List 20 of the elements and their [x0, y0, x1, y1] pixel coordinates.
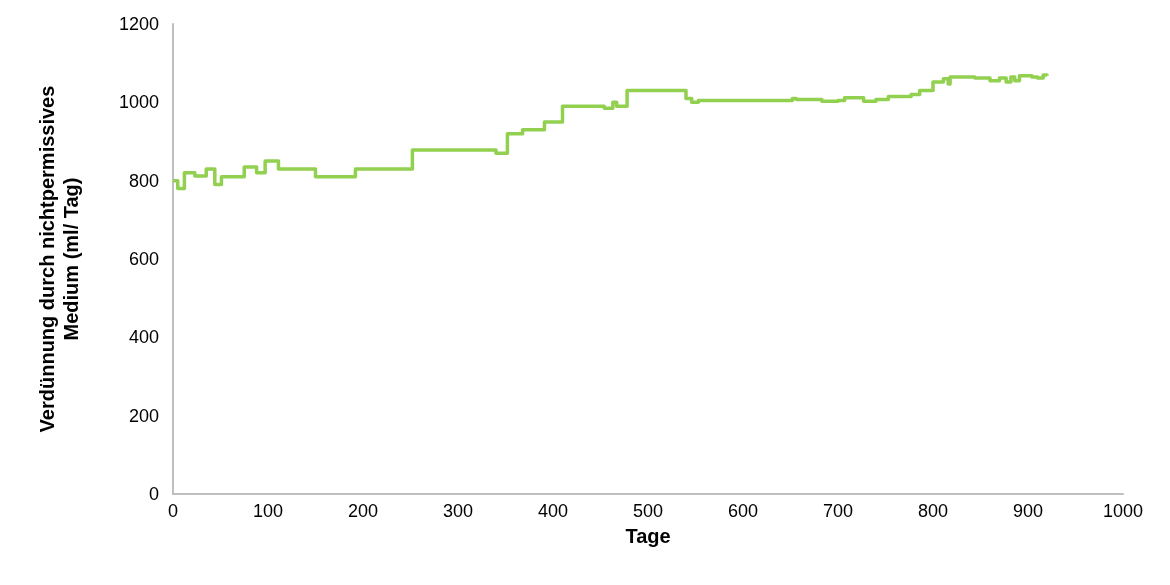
- x-tick-label: 500: [632, 501, 664, 521]
- y-tick-label: 400: [128, 327, 159, 348]
- y-tick-label: 800: [128, 170, 159, 191]
- y-axis-title: Verdünnung durch nichtpermissives Medium (ml/ Tag): [36, 85, 82, 433]
- y-tick-label: 1200: [118, 14, 159, 34]
- x-tick-label: 700: [822, 501, 854, 521]
- x-tick-label: 900: [1012, 501, 1044, 521]
- x-tick-label: 100: [252, 501, 284, 521]
- y-tick-label: 600: [128, 249, 159, 269]
- x-tick-label: 400: [537, 501, 569, 521]
- x-tick-label: 600: [727, 501, 759, 521]
- y-tick-label: 200: [128, 405, 159, 426]
- x-tick-label: 300: [442, 501, 474, 521]
- x-tick-label: 800: [917, 501, 949, 521]
- x-tick-label: 0: [167, 501, 179, 521]
- x-tick-label: 1000: [1102, 501, 1144, 521]
- y-tick-label: 1000: [118, 92, 159, 113]
- x-tick-label: 200: [347, 501, 379, 521]
- x-axis-title: Tage: [625, 525, 671, 547]
- y-tick-label: 0: [148, 484, 159, 504]
